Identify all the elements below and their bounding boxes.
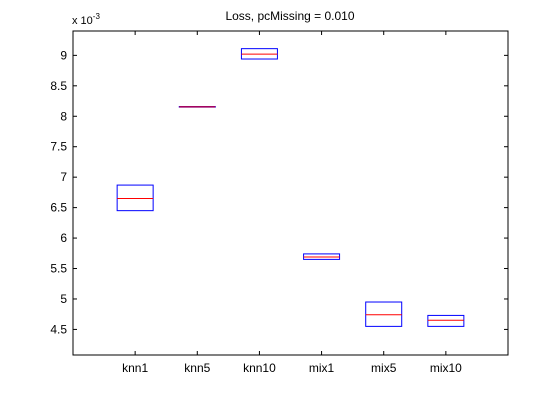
y-tick-label: 7.5 <box>50 140 67 154</box>
y-axis-multiplier: x 10-3 <box>72 12 100 27</box>
x-tick-label: knn1 <box>122 361 148 375</box>
y-tick-label: 5 <box>60 292 67 306</box>
y-tick-label: 7 <box>60 170 67 184</box>
x-tick-label: mix10 <box>430 361 462 375</box>
y-tick-label: 8 <box>60 109 67 123</box>
y-axis-multiplier-exponent: -3 <box>93 12 101 21</box>
y-tick-label: 9 <box>60 48 67 62</box>
box-mix5 <box>365 301 403 327</box>
y-axis: 4.5 5 5.5 6 6.5 7 7.5 8 8.5 9 <box>50 48 508 336</box>
y-tick-label: 6 <box>60 231 67 245</box>
plot-area <box>72 30 509 356</box>
x-tick-label: mix5 <box>371 361 397 375</box>
y-tick-label: 6.5 <box>50 201 67 215</box>
x-axis: knn1 knn5 knn10 mix1 mix5 mix10 <box>122 31 462 375</box>
box-series <box>116 48 465 327</box>
y-axis-multiplier-base: x 10 <box>72 15 93 27</box>
y-tick-label: 8.5 <box>50 79 67 93</box>
x-tick-label: mix1 <box>309 361 335 375</box>
x-tick-label: knn5 <box>184 361 210 375</box>
y-tick-label: 4.5 <box>50 322 67 336</box>
box-knn1 <box>116 184 154 212</box>
chart-title: Loss, pcMissing = 0.010 <box>225 9 354 23</box>
y-tick-label: 5.5 <box>50 262 67 276</box>
x-tick-label: knn10 <box>243 361 276 375</box>
box-mix10 <box>427 314 465 327</box>
